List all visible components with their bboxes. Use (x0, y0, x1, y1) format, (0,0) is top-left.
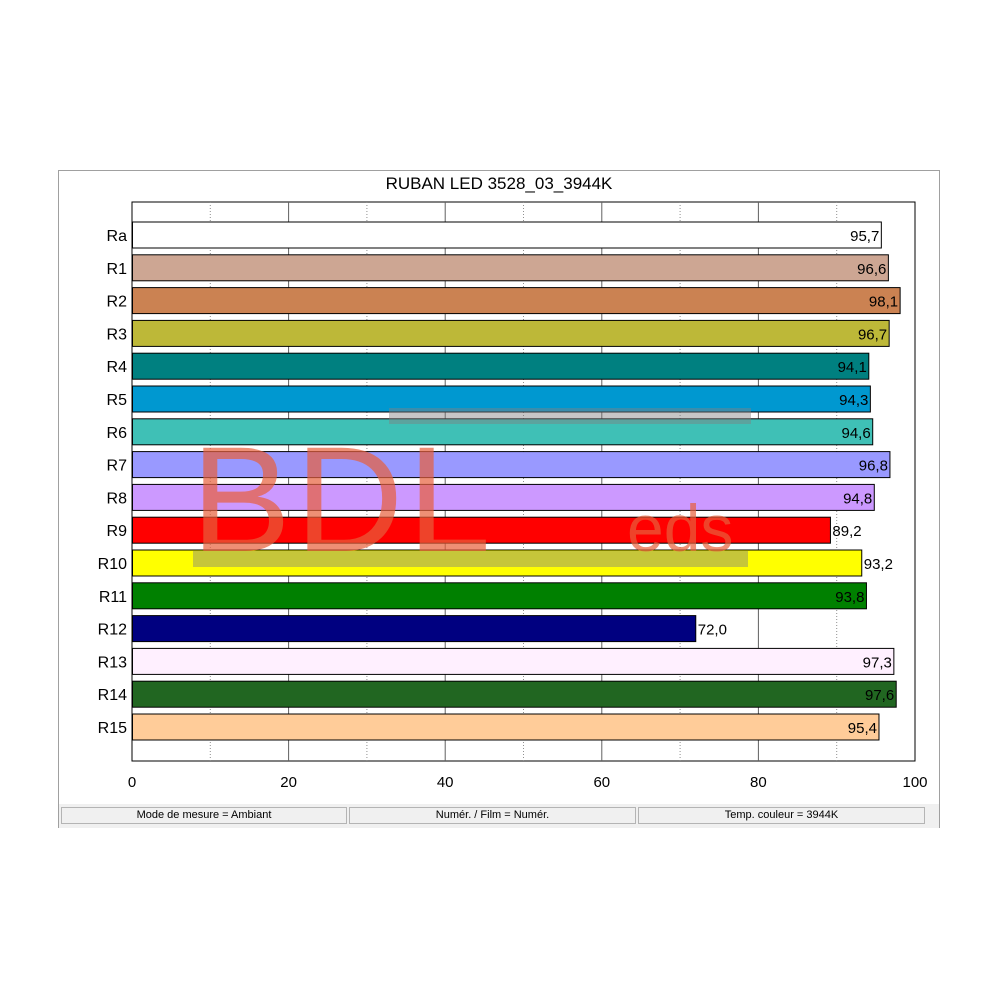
bar-r8 (132, 483, 875, 511)
x-tick-label: 80 (750, 774, 767, 791)
category-label-r10: R10 (98, 556, 127, 573)
bar-r4 (132, 352, 870, 380)
data-label-r3: 96,7 (858, 326, 887, 343)
bar-r11 (132, 582, 867, 610)
category-label-r7: R7 (107, 458, 128, 475)
status-color-temperature: Temp. couleur = 3944K (638, 807, 925, 824)
data-label-r8: 94,8 (843, 490, 872, 507)
data-label-r5: 94,3 (839, 392, 868, 409)
data-label-r1: 96,6 (857, 261, 886, 278)
bar-r2 (132, 287, 901, 315)
data-label-r11: 93,8 (835, 589, 864, 606)
data-label-ra: 95,7 (850, 228, 879, 245)
bar-r3 (132, 319, 890, 347)
category-label-r13: R13 (98, 654, 127, 671)
category-label-r8: R8 (107, 490, 128, 507)
category-label-r15: R15 (98, 720, 127, 737)
x-tick-label: 0 (128, 774, 136, 791)
data-label-r14: 97,6 (865, 687, 894, 704)
bar-r5 (132, 385, 871, 413)
status-measure-mode: Mode de mesure = Ambiant (61, 807, 347, 824)
bar-r10 (132, 549, 863, 577)
category-label-r4: R4 (107, 359, 128, 376)
bar-r7 (132, 451, 891, 479)
data-label-r12: 72,0 (698, 622, 727, 639)
category-label-r3: R3 (107, 326, 128, 343)
x-tick-label: 40 (437, 774, 454, 791)
bar-r15 (132, 713, 880, 741)
category-label-r2: R2 (107, 294, 128, 311)
data-label-r7: 96,8 (859, 458, 888, 475)
data-label-r6: 94,6 (842, 425, 871, 442)
chart-window: Ra 95,7 R1 96,6 R2 98,1 R3 96,7 R4 94,1 R5 94,3 R6 94… (58, 170, 940, 828)
bar-r6 (132, 418, 874, 446)
bar-r13 (132, 647, 895, 675)
category-label-r1: R1 (107, 261, 128, 278)
bar-r1 (132, 254, 889, 282)
category-label-ra: Ra (107, 228, 128, 245)
bar-ra (132, 221, 882, 249)
bar-r12 (132, 615, 697, 643)
category-label-r6: R6 (107, 425, 128, 442)
data-label-r15: 95,4 (848, 720, 877, 737)
category-label-r5: R5 (107, 392, 128, 409)
category-label-r9: R9 (107, 523, 128, 540)
data-label-r13: 97,3 (863, 654, 892, 671)
chart-title: RUBAN LED 3528_03_3944K (385, 174, 613, 193)
bar-chart: Ra 95,7 R1 96,6 R2 98,1 R3 96,7 R4 94,1 R5 94,3 R6 94… (98, 201, 928, 791)
status-bar: Mode de mesure = Ambiant Numér. / Film =… (59, 804, 939, 828)
data-label-r9: 89,2 (832, 523, 861, 540)
bar-r9 (132, 516, 831, 544)
data-label-r4: 94,1 (838, 359, 867, 376)
x-tick-label: 20 (280, 774, 297, 791)
category-label-r14: R14 (98, 687, 127, 704)
x-tick-label: 100 (902, 774, 927, 791)
status-film-mode: Numér. / Film = Numér. (349, 807, 636, 824)
category-label-r11: R11 (99, 589, 127, 606)
data-label-r10: 93,2 (864, 556, 893, 573)
x-tick-label: 60 (593, 774, 610, 791)
bar-r14 (132, 680, 897, 708)
data-label-r2: 98,1 (869, 294, 898, 311)
category-label-r12: R12 (98, 622, 127, 639)
